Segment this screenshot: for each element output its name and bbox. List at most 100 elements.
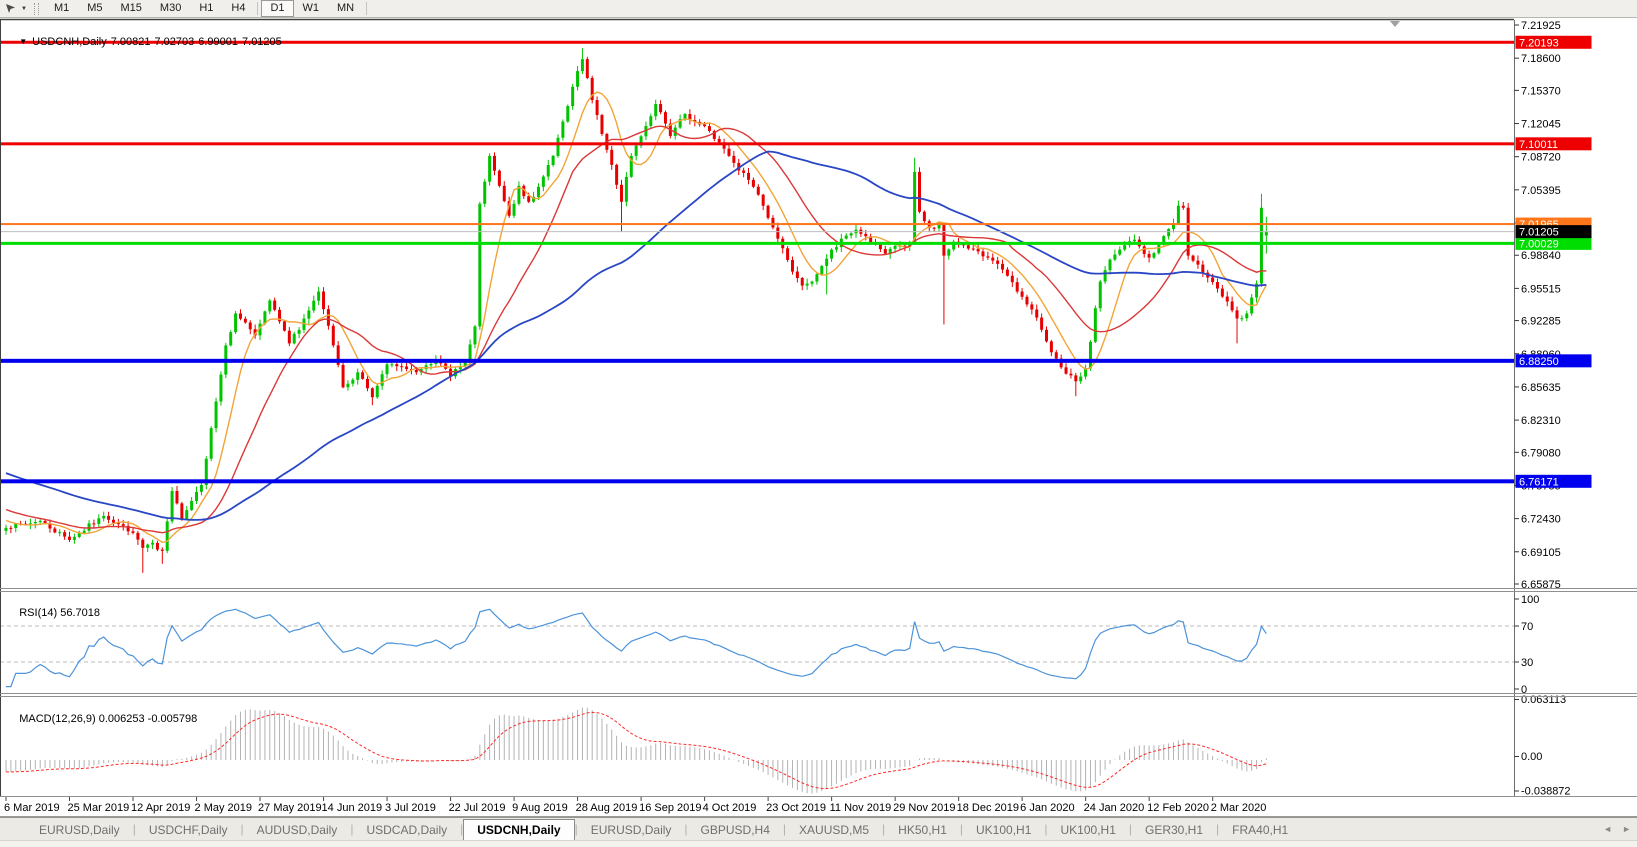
chart-tabs: EURUSD,Daily | USDCHF,Daily | AUDUSD,Daily | U… bbox=[0, 818, 1637, 841]
tabs-scroll-left-button[interactable]: ◄ bbox=[1603, 824, 1613, 834]
tab-divider: | bbox=[350, 822, 354, 836]
tab-divider: | bbox=[684, 822, 688, 836]
hline-price-label: 6.88250 bbox=[1519, 356, 1559, 368]
macd-indicator-label: MACD(12,26,9) 0.006253 -0.005798 bbox=[7, 701, 197, 737]
toolbar: ▼ M1 M5 M15 M30 H1 H4 D1 W1 MN bbox=[0, 0, 1637, 18]
chart-tab-gbpusd-h4[interactable]: GBPUSD,H4 bbox=[700, 823, 770, 837]
tab-bar-strip bbox=[0, 840, 1637, 847]
hline-7.10011[interactable] bbox=[0, 142, 1514, 146]
tab-divider: | bbox=[132, 822, 136, 836]
hline-7.20193[interactable] bbox=[0, 40, 1514, 44]
rsi-line bbox=[6, 608, 1267, 688]
chart-tab-bar: EURUSD,Daily | USDCHF,Daily | AUDUSD,Daily | U… bbox=[0, 817, 1637, 847]
date-tick-label: 23 Oct 2019 bbox=[766, 802, 826, 814]
price-tick-label: 6.92285 bbox=[1521, 316, 1561, 328]
chart-tab-usdcnh-daily[interactable]: USDCNH,Daily bbox=[463, 819, 575, 841]
date-tick-label: 14 Jun 2019 bbox=[322, 802, 383, 814]
hline-6.76171[interactable] bbox=[0, 479, 1514, 484]
chart-plot-area[interactable] bbox=[0, 20, 1514, 589]
price-tick-label: 7.08720 bbox=[1521, 152, 1561, 164]
date-tick-label: 2 Mar 2020 bbox=[1211, 802, 1267, 814]
chart-tab-ger30-h1[interactable]: GER30,H1 bbox=[1145, 823, 1204, 837]
chart-tab-hk50-h1[interactable]: HK50,H1 bbox=[898, 823, 947, 837]
price-tick-label: 7.12045 bbox=[1521, 119, 1561, 131]
tab-divider: | bbox=[574, 822, 578, 836]
rsi-scale-label: 100 bbox=[1521, 594, 1539, 606]
tab-divider: | bbox=[1216, 822, 1220, 836]
macd-scale-label: 0.00 bbox=[1521, 751, 1542, 763]
date-axis[interactable]: 6 Mar 2019 25 Mar 2019 12 Apr 2019 2 May 20… bbox=[4, 797, 1266, 814]
macd-pane[interactable] bbox=[0, 696, 1514, 797]
price-tick-label: 7.18600 bbox=[1521, 53, 1561, 65]
crosshair-tool-icon[interactable] bbox=[2, 1, 18, 16]
bid-price-line bbox=[0, 231, 1514, 233]
date-tick-label: 12 Apr 2019 bbox=[131, 802, 190, 814]
chart-context-arrow-icon[interactable]: ▼ bbox=[19, 37, 28, 46]
timeframe-button-w1[interactable]: W1 bbox=[302, 2, 320, 14]
cursor-tool-dropdown-icon[interactable]: ▼ bbox=[21, 5, 27, 12]
price-tick-label: 6.95515 bbox=[1521, 283, 1561, 295]
rsi-scale-label: 0 bbox=[1521, 684, 1527, 696]
macd-indicator: 0.063113 0.00 -0.038872 bbox=[5, 694, 1571, 798]
macd-histogram bbox=[5, 707, 1267, 794]
date-tick-label: 12 Feb 2020 bbox=[1147, 802, 1209, 814]
bid-price-box bbox=[1515, 225, 1592, 239]
tab-divider: | bbox=[1044, 822, 1048, 836]
hline-6.88250[interactable] bbox=[0, 358, 1514, 363]
chart-tab-usdchf-daily[interactable]: USDCHF,Daily bbox=[148, 823, 228, 837]
chart-tab-audusd-daily[interactable]: AUDUSD,Daily bbox=[256, 823, 338, 837]
tab-divider: | bbox=[1128, 822, 1132, 836]
horizontal-lines: 7.201937.100117.019657.000296.882506.761… bbox=[0, 35, 1592, 488]
rsi-pane[interactable] bbox=[0, 591, 1514, 694]
timeframe-button-h4[interactable]: H4 bbox=[231, 2, 246, 14]
rsi-name: RSI(14) bbox=[19, 607, 58, 619]
timeframe-button-h1[interactable]: H1 bbox=[199, 2, 214, 14]
chart-tab-fra40-h1[interactable]: FRA40,H1 bbox=[1232, 823, 1289, 837]
chart-tab-eurusd-daily[interactable]: EURUSD,Daily bbox=[39, 823, 120, 837]
chart-tab-eurusd-daily[interactable]: EURUSD,Daily bbox=[590, 823, 672, 837]
hline-price-label: 7.20193 bbox=[1519, 37, 1559, 49]
timeframe-button-d1[interactable]: D1 bbox=[261, 0, 294, 17]
price-tick-label: 6.69105 bbox=[1521, 547, 1561, 559]
date-tick-label: 9 Aug 2019 bbox=[512, 802, 568, 814]
macd-scale-label: -0.038872 bbox=[1521, 786, 1571, 798]
date-tick-label: 6 Jan 2020 bbox=[1020, 802, 1074, 814]
hline-price-label: 7.00029 bbox=[1519, 238, 1559, 250]
tab-divider: | bbox=[460, 822, 464, 836]
price-tick-label: 6.85635 bbox=[1521, 382, 1561, 394]
bid-price-label: 7.01205 bbox=[1519, 227, 1559, 239]
date-tick-label: 22 Jul 2019 bbox=[449, 802, 506, 814]
cursor-tool-group: ▼ bbox=[0, 1, 30, 16]
timeframe-button-mn[interactable]: MN bbox=[337, 2, 355, 14]
toolbar-separator bbox=[366, 2, 368, 15]
timeframe-button-m30[interactable]: M30 bbox=[159, 2, 182, 14]
hline-7.01965[interactable] bbox=[0, 223, 1514, 226]
chart-tab-uk100-h1[interactable]: UK100,H1 bbox=[1060, 823, 1116, 837]
timeframe-toolbar: M1 M5 M15 M30 H1 H4 D1 W1 MN bbox=[45, 0, 370, 17]
date-tick-label: 11 Nov 2019 bbox=[830, 802, 892, 814]
price-tick-label: 6.82310 bbox=[1521, 415, 1561, 427]
chart-tab-xauusd-m5[interactable]: XAUUSD,M5 bbox=[799, 823, 870, 837]
price-axis[interactable]: 7.21925 7.18600 7.15370 7.12045 7.08720 7.053… bbox=[1514, 20, 1561, 797]
timeframe-button-m15[interactable]: M15 bbox=[120, 2, 142, 14]
date-tick-label: 16 Sep 2019 bbox=[639, 802, 701, 814]
ohlc-open: 7.00821 bbox=[110, 36, 151, 48]
ohlc-close: 7.01205 bbox=[242, 36, 282, 48]
hline-price-box bbox=[1515, 137, 1592, 151]
ohlc-low: 6.99001 bbox=[198, 36, 239, 48]
price-tick-label: 6.98840 bbox=[1521, 250, 1561, 262]
chart-tab-usdcad-daily[interactable]: USDCAD,Daily bbox=[366, 823, 448, 837]
toolbar-grip bbox=[33, 2, 39, 15]
hline-price-box bbox=[1515, 474, 1592, 488]
ohlc-high: 7.02703 bbox=[154, 36, 195, 48]
hline-price-label: 6.76171 bbox=[1519, 476, 1559, 488]
hline-7.00029[interactable] bbox=[0, 241, 1514, 245]
date-tick-label: 24 Jan 2020 bbox=[1084, 802, 1145, 814]
price-tick-label: 7.05395 bbox=[1521, 185, 1561, 197]
tabs-scroll-right-button[interactable]: ► bbox=[1622, 824, 1631, 834]
chart-shift-marker[interactable] bbox=[1390, 21, 1400, 27]
chart-tab-uk100-h1[interactable]: UK100,H1 bbox=[976, 823, 1032, 837]
timeframe-button-m1[interactable]: M1 bbox=[53, 2, 70, 14]
date-tick-label: 28 Aug 2019 bbox=[576, 802, 638, 814]
timeframe-button-m5[interactable]: M5 bbox=[87, 2, 103, 14]
